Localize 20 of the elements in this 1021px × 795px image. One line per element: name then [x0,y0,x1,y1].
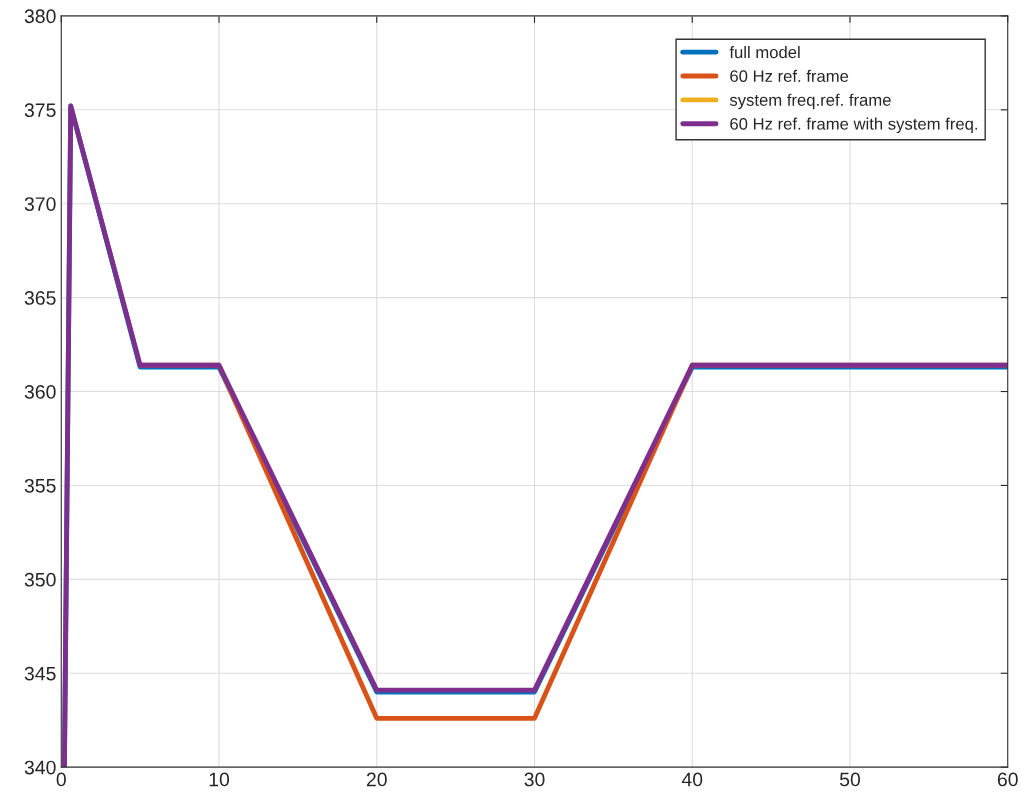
x-tick-label: 10 [209,772,230,787]
y-tick-label: 355 [24,478,56,493]
legend-label: system freq.ref. frame [729,93,891,110]
x-tick-label: 40 [681,772,703,787]
y-tick-label: 345 [24,666,56,681]
x-tick-label: 60 [997,772,1018,787]
y-tick-label: 380 [24,9,56,24]
y-tick-label: 350 [24,572,56,587]
y-tick-label: 370 [24,197,56,211]
x-tick-label: 0 [56,772,66,787]
legend-label: full model [729,45,800,59]
y-tick-label: 365 [24,291,56,305]
legend-label: 60 Hz ref. frame with system freq. [730,117,978,134]
legend-label: 60 Hz ref. frame [730,69,849,83]
y-tick-label: 360 [24,385,56,399]
y-tick-label: 375 [24,103,56,118]
y-tick-label: 340 [24,760,56,775]
x-tick-label: 30 [524,772,545,787]
x-tick-label: 20 [366,772,387,787]
x-tick-label: 50 [839,772,861,787]
